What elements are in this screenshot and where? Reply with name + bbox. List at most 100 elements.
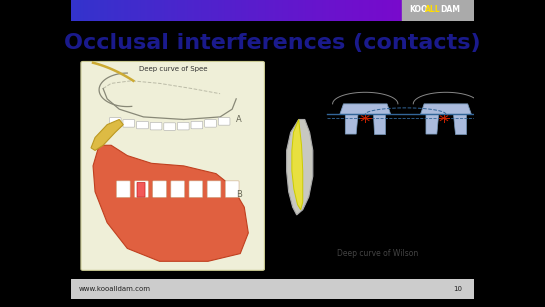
Bar bbox=[142, 0, 146, 21]
FancyBboxPatch shape bbox=[137, 182, 145, 197]
Bar bbox=[400, 0, 404, 21]
Bar bbox=[306, 0, 310, 21]
Bar bbox=[252, 0, 257, 21]
Text: B: B bbox=[236, 190, 242, 199]
Bar bbox=[189, 0, 192, 21]
Text: A: A bbox=[236, 115, 242, 124]
Bar bbox=[165, 0, 169, 21]
Polygon shape bbox=[373, 114, 385, 134]
Bar bbox=[313, 0, 317, 21]
Bar bbox=[340, 0, 344, 21]
Bar bbox=[302, 0, 307, 21]
Bar bbox=[316, 0, 320, 21]
Polygon shape bbox=[453, 114, 466, 134]
Bar bbox=[71, 0, 75, 21]
Bar bbox=[293, 0, 297, 21]
Bar bbox=[461, 0, 465, 21]
Bar bbox=[407, 0, 411, 21]
Bar bbox=[84, 0, 88, 21]
Bar bbox=[266, 0, 270, 21]
Bar bbox=[360, 0, 364, 21]
Bar bbox=[296, 0, 300, 21]
Text: DAM: DAM bbox=[440, 5, 461, 14]
FancyBboxPatch shape bbox=[137, 121, 148, 129]
Bar bbox=[444, 0, 448, 21]
Bar bbox=[229, 0, 233, 21]
Bar bbox=[185, 0, 189, 21]
Bar bbox=[457, 0, 462, 21]
Text: 10: 10 bbox=[453, 286, 462, 292]
FancyBboxPatch shape bbox=[123, 120, 135, 127]
Bar bbox=[158, 0, 162, 21]
Bar bbox=[286, 0, 290, 21]
Bar bbox=[289, 0, 293, 21]
FancyBboxPatch shape bbox=[178, 122, 189, 130]
Bar bbox=[424, 0, 428, 21]
Polygon shape bbox=[292, 119, 302, 210]
Bar bbox=[195, 0, 199, 21]
Bar bbox=[215, 0, 220, 21]
Bar bbox=[431, 0, 434, 21]
Polygon shape bbox=[91, 119, 123, 150]
Bar bbox=[88, 0, 92, 21]
Bar bbox=[353, 0, 358, 21]
Bar bbox=[356, 0, 361, 21]
Bar bbox=[125, 0, 129, 21]
Bar bbox=[219, 0, 223, 21]
Bar bbox=[364, 0, 367, 21]
Bar bbox=[471, 0, 475, 21]
Bar bbox=[276, 0, 280, 21]
Bar bbox=[272, 0, 277, 21]
Polygon shape bbox=[287, 119, 313, 215]
Bar bbox=[464, 0, 468, 21]
Text: ALL: ALL bbox=[425, 5, 440, 14]
Bar bbox=[101, 0, 105, 21]
Text: Deep curve of Spee: Deep curve of Spee bbox=[140, 66, 208, 72]
Bar bbox=[74, 0, 78, 21]
Bar bbox=[282, 0, 287, 21]
Bar bbox=[198, 0, 203, 21]
Bar bbox=[451, 0, 455, 21]
Bar bbox=[403, 0, 408, 21]
FancyBboxPatch shape bbox=[135, 181, 148, 197]
Bar bbox=[114, 0, 119, 21]
Bar bbox=[202, 0, 206, 21]
Text: Occlusal interferences (contacts): Occlusal interferences (contacts) bbox=[64, 33, 481, 53]
Bar bbox=[242, 0, 246, 21]
Bar bbox=[239, 0, 243, 21]
Bar bbox=[192, 0, 196, 21]
Text: KOO: KOO bbox=[409, 5, 427, 14]
Bar bbox=[440, 0, 445, 21]
Bar bbox=[155, 0, 159, 21]
Bar bbox=[427, 0, 431, 21]
Bar bbox=[468, 0, 471, 21]
Bar bbox=[118, 0, 122, 21]
Bar bbox=[380, 0, 384, 21]
Bar bbox=[310, 0, 313, 21]
Bar bbox=[232, 0, 237, 21]
Bar bbox=[259, 0, 263, 21]
Bar bbox=[393, 0, 398, 21]
Bar bbox=[212, 0, 216, 21]
Bar bbox=[343, 0, 347, 21]
Bar bbox=[91, 0, 95, 21]
Polygon shape bbox=[426, 114, 439, 134]
Bar bbox=[98, 0, 102, 21]
Bar bbox=[81, 0, 85, 21]
Polygon shape bbox=[346, 114, 358, 134]
Bar bbox=[262, 0, 267, 21]
Bar bbox=[397, 0, 401, 21]
Bar bbox=[205, 0, 209, 21]
Bar bbox=[414, 0, 418, 21]
Bar bbox=[402, 0, 474, 21]
Bar bbox=[131, 0, 136, 21]
Bar bbox=[350, 0, 354, 21]
FancyBboxPatch shape bbox=[81, 61, 264, 270]
Text: www.kooalldam.com: www.kooalldam.com bbox=[79, 286, 151, 292]
Bar bbox=[175, 0, 179, 21]
Bar bbox=[370, 0, 374, 21]
Polygon shape bbox=[421, 104, 471, 114]
Bar bbox=[111, 0, 116, 21]
Bar bbox=[122, 0, 125, 21]
FancyBboxPatch shape bbox=[218, 118, 230, 125]
